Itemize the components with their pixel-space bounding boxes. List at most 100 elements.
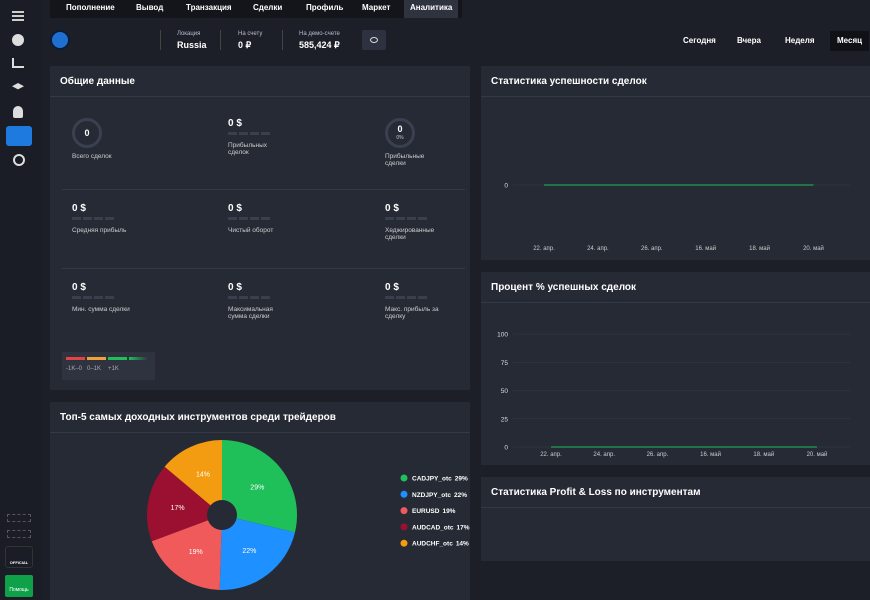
period-button[interactable]: Вчера xyxy=(737,36,761,45)
legend-name: EURUSD xyxy=(412,508,440,515)
location: Russia xyxy=(177,40,207,50)
x-tick-label: 16. май xyxy=(695,245,716,252)
x-tick-label: 18. май xyxy=(749,245,770,252)
panel-title: Процент % успешных сделок xyxy=(491,282,637,293)
placeholder xyxy=(385,296,429,299)
legend-dot xyxy=(400,490,408,498)
legend-swatch xyxy=(129,357,148,360)
placeholder xyxy=(228,296,272,299)
period-button[interactable]: Неделя xyxy=(785,36,815,45)
panel-title: Статистика успешности сделок xyxy=(491,76,647,87)
legend-dot xyxy=(400,539,408,547)
y-tick-label: 75 xyxy=(501,360,509,367)
help-icon[interactable] xyxy=(12,34,24,46)
nav-tab[interactable]: Профиль xyxy=(306,3,344,12)
legend-value: 14% xyxy=(456,541,469,548)
legend-dot xyxy=(400,507,408,515)
x-tick-label: 26. апр. xyxy=(641,246,663,252)
general-panel: Общие данные -1K–0 0–1K +1K 0 Всего сделок 0… xyxy=(50,66,470,390)
stat-label: Максимальная сумма сделки xyxy=(228,306,273,320)
coins-icon[interactable] xyxy=(13,154,25,166)
stat-value: 0 $ xyxy=(385,282,399,293)
y-tick-label: 0 xyxy=(504,445,508,452)
legend-value: 22% xyxy=(454,492,467,499)
ring xyxy=(385,118,415,148)
analytics-icon[interactable] xyxy=(6,126,32,146)
pie-slice xyxy=(222,440,297,533)
legend-value: 19% xyxy=(442,508,455,515)
donut-hole xyxy=(207,500,237,530)
panel-title: Статистика Profit & Loss по инструментам xyxy=(491,487,701,498)
official-button[interactable]: OFFICIAL xyxy=(5,546,33,568)
legend-swatch xyxy=(87,357,106,360)
edu-icon[interactable] xyxy=(12,83,24,90)
nav-tab[interactable]: Сделки xyxy=(253,3,283,12)
stat-label: Прибыльные сделки xyxy=(385,153,425,167)
help-text: Помощь xyxy=(9,587,29,593)
divider xyxy=(160,30,161,50)
nav-tab[interactable]: Аналитика xyxy=(404,0,459,18)
stat-label: Хеджированные сделки xyxy=(385,227,435,241)
legend-text: 0–1K xyxy=(87,366,102,372)
nav-tab[interactable]: Транзакция xyxy=(186,3,232,12)
stat-label: Средняя прибыль xyxy=(72,227,127,234)
avatar[interactable] xyxy=(50,30,70,50)
legend-text: -1K–0 xyxy=(66,366,83,372)
period-button[interactable]: Месяц xyxy=(830,31,870,51)
fullscreen-icon[interactable] xyxy=(7,514,31,522)
color-legend: -1K–0 0–1K +1K xyxy=(62,352,155,380)
placeholder xyxy=(228,217,272,220)
legend-swatch xyxy=(66,357,85,360)
x-tick-label: 22. апр. xyxy=(533,246,555,252)
balance: 0 ₽ xyxy=(238,40,252,50)
panel-title: Общие данные xyxy=(60,76,135,87)
y-tick-label: 50 xyxy=(501,388,509,395)
stat-value: 0 $ xyxy=(228,203,242,214)
pie-slice xyxy=(164,440,222,515)
legend-value: 17% xyxy=(457,524,470,531)
stat-value: 0 $ xyxy=(72,203,86,214)
settings-icon[interactable] xyxy=(7,530,31,538)
period-selector: Сегодня Вчера Неделя Месяц xyxy=(670,31,870,51)
y-tick-label: 25 xyxy=(501,416,509,423)
slice-label: 19% xyxy=(189,549,203,556)
user-icon[interactable] xyxy=(13,106,23,118)
legend-text: +1K xyxy=(108,366,119,372)
stat-value: 0 xyxy=(397,124,403,134)
help-button[interactable]: Помощь xyxy=(5,575,33,597)
slice-label: 14% xyxy=(196,472,210,479)
nav-tab[interactable]: Маркет xyxy=(362,3,391,12)
legend-label: EURUSD 19% xyxy=(412,508,456,515)
stat-value: 0 $ xyxy=(72,282,86,293)
divider xyxy=(220,30,221,50)
stat-label: Прибыльных сделок xyxy=(228,142,268,156)
pie-slice xyxy=(147,466,222,542)
nav-tab[interactable]: Вывод xyxy=(136,3,164,12)
legend-label: NZDJPY_otc 22% xyxy=(412,492,467,499)
legend-label: AUDCAD_otc 17% xyxy=(412,524,470,531)
sidebar: OFFICIAL Помощь xyxy=(0,0,42,600)
slice-label: 29% xyxy=(250,485,264,492)
pie-slice xyxy=(151,515,222,590)
balance-label: На счету xyxy=(238,31,263,37)
official-text: OFFICIAL xyxy=(9,560,29,565)
x-tick-label: 20. май xyxy=(803,245,824,252)
nav-tab[interactable]: Пополнение xyxy=(66,3,115,12)
period-button[interactable]: Сегодня xyxy=(683,36,716,45)
menu-icon[interactable] xyxy=(12,11,24,13)
placeholder xyxy=(72,217,116,220)
legend-name: NZDJPY_otc xyxy=(412,492,451,499)
legend-name: AUDCAD_otc xyxy=(412,524,454,531)
x-tick-label: 26. апр. xyxy=(647,452,669,458)
stat-value: 0 $ xyxy=(228,118,242,129)
stat-label: Мин. сумма сделки xyxy=(72,306,130,313)
slice-label: 22% xyxy=(242,548,256,555)
line-panel: Статистика успешности сделок xyxy=(481,66,870,260)
legend-dot xyxy=(400,474,408,482)
stat-value: 0 $ xyxy=(228,282,242,293)
legend-label: AUDCHF_otc 14% xyxy=(412,541,469,548)
eye-button[interactable] xyxy=(362,30,386,50)
stats-icon[interactable] xyxy=(12,58,24,68)
